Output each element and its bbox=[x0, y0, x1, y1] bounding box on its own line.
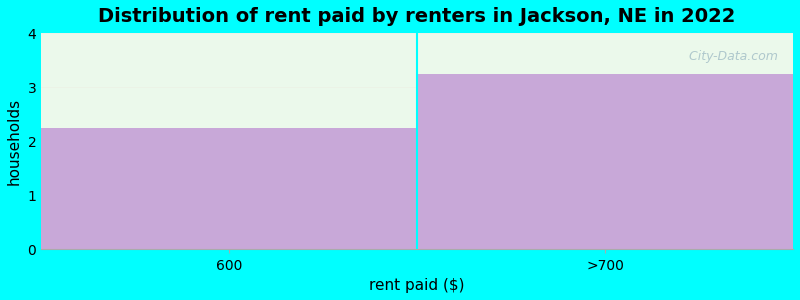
X-axis label: rent paid ($): rent paid ($) bbox=[370, 278, 465, 293]
Bar bbox=[417, 74, 793, 250]
Text: City-Data.com: City-Data.com bbox=[685, 50, 778, 63]
Y-axis label: households: households bbox=[7, 98, 22, 185]
Bar bbox=[42, 128, 417, 250]
Bar bbox=[42, 33, 793, 128]
Title: Distribution of rent paid by renters in Jackson, NE in 2022: Distribution of rent paid by renters in … bbox=[98, 7, 736, 26]
